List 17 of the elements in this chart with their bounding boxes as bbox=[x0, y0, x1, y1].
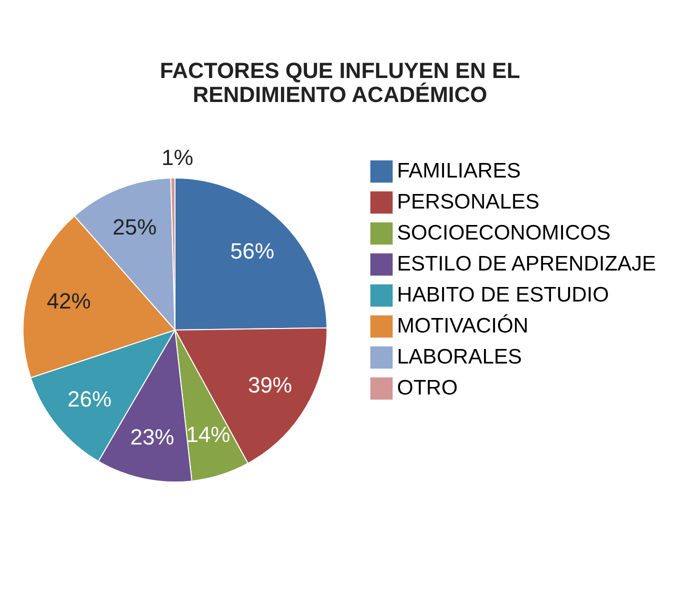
data-label: 39% bbox=[248, 372, 292, 398]
legend-label: FAMILIARES bbox=[397, 160, 521, 182]
legend-label: SOCIOECONOMICOS bbox=[397, 222, 611, 244]
data-label: 23% bbox=[130, 424, 174, 450]
chart-title: FACTORES QUE INFLUYEN EN EL RENDIMIENTO ACADÉMICO bbox=[160, 58, 520, 108]
data-label: 42% bbox=[46, 288, 91, 314]
data-label: 14% bbox=[186, 422, 230, 447]
legend-label: HABITO DE ESTUDIO bbox=[397, 284, 609, 306]
data-label: 1% bbox=[161, 145, 194, 170]
legend-label: ESTILO DE APRENDIZAJE bbox=[397, 252, 656, 276]
legend-label: LABORALES bbox=[397, 346, 522, 368]
legend-label: PERSONALES bbox=[397, 190, 540, 214]
legend-label: MOTIVACIÓN bbox=[397, 314, 528, 338]
data-label: 56% bbox=[230, 238, 274, 264]
data-label: 26% bbox=[68, 386, 112, 412]
legend-label: OTRO bbox=[397, 376, 458, 400]
data-label: 25% bbox=[112, 214, 157, 240]
